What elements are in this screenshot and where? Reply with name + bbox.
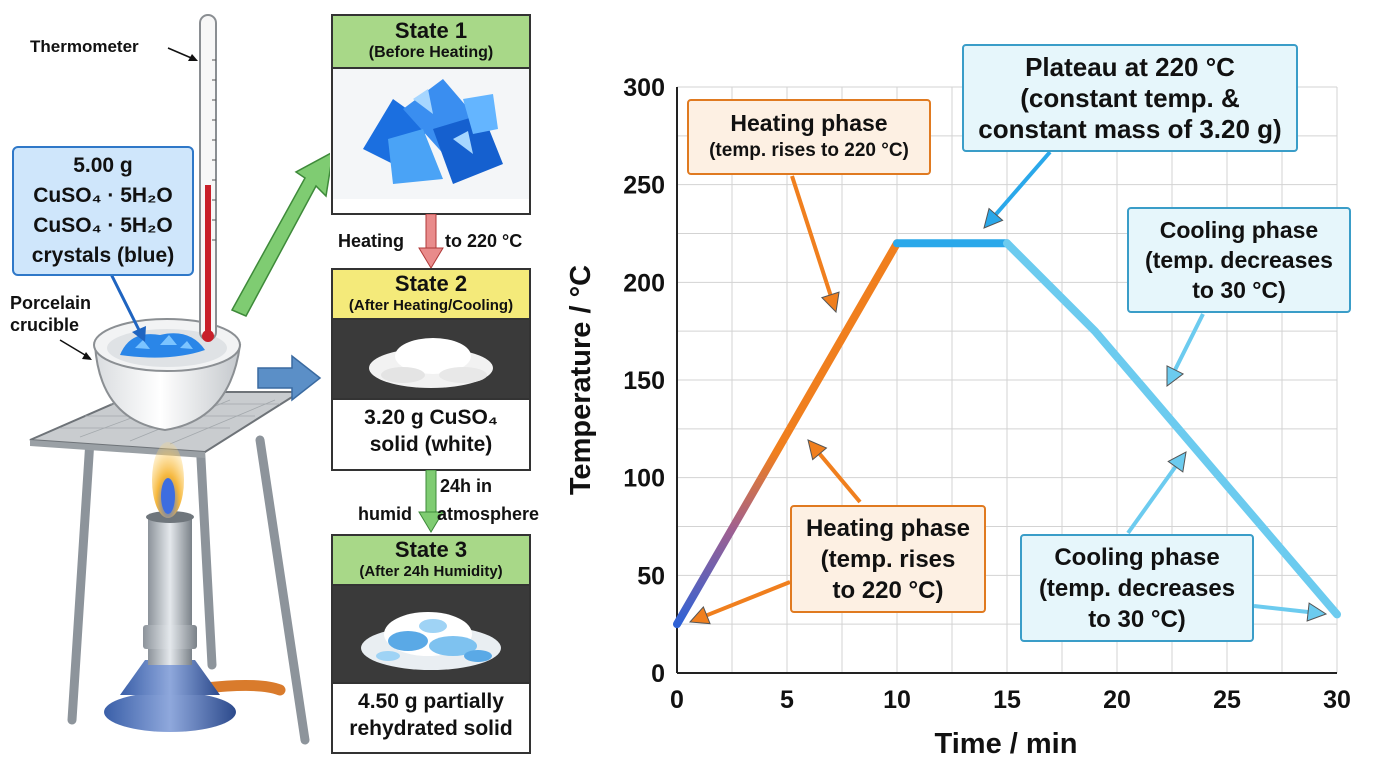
plateau-arrow [983, 150, 1052, 229]
sample-pointer [108, 271, 142, 333]
callout-heating-bottom-line1: Heating phase [805, 514, 971, 542]
heating-target-label: to 220 °C [445, 231, 523, 251]
rehydrated-powder-image [333, 586, 529, 684]
cooling-bottom-arrow-right [1253, 602, 1328, 622]
state-1-header: State 1 (Before Heating) [333, 16, 529, 69]
state-2-footer-line1: 3.20 g CuSO₄ [364, 406, 498, 429]
heating-line [673, 239, 901, 629]
state-2-footer-line2: solid (white) [369, 433, 493, 456]
callout-heating-top-line2: (temp. rises to 220 °C) [709, 140, 909, 161]
blue-crystals-image [333, 69, 529, 199]
callout-heating-bottom: Heating phase (temp. rises to 220 °C) [790, 505, 986, 613]
x-tick-label: 5 [780, 686, 794, 714]
y-tick-label: 100 [623, 465, 665, 493]
state-2-header: State 2 (After Heating/Cooling) [333, 270, 529, 320]
x-tick-label: 25 [1213, 686, 1241, 714]
y-axis-label: Temperature / °C [565, 265, 597, 495]
y-tick-label: 150 [623, 367, 665, 395]
callout-cooling-right-line3: to 30 °C) [1192, 277, 1286, 303]
x-tick-label: 0 [670, 686, 684, 714]
sample-formula-1: CuSO₄ · 5H₂O [33, 184, 173, 207]
x-tick-label: 30 [1323, 686, 1351, 714]
crucible-label-line2: crucible [10, 315, 80, 335]
white-powder-image [333, 320, 529, 400]
x-tick-label: 10 [883, 686, 911, 714]
to-state1-arrow [230, 152, 330, 317]
state-3-header: State 3 (After 24h Humidity) [333, 536, 529, 586]
state-2-subtitle: (After Heating/Cooling) [348, 297, 514, 314]
bunsen-burner [104, 442, 286, 732]
tripod-stand [67, 435, 310, 745]
heating-top-arrow [790, 175, 840, 314]
callout-heating-bottom-line2: (temp. rises [820, 545, 956, 573]
heating-arrow [418, 214, 444, 269]
cooling-right-arrow [1166, 313, 1205, 387]
heating-bottom-arrow-up [807, 439, 862, 504]
callout-plateau-line3: constant mass of 3.20 g) [978, 113, 1282, 144]
y-tick-label: 250 [623, 172, 665, 200]
callout-cooling-right-line2: (temp. decreases [1145, 247, 1333, 273]
state-1-subtitle: (Before Heating) [368, 44, 494, 61]
sample-description: crystals (blue) [31, 244, 175, 267]
cooling-bottom-arrow-up [1126, 451, 1187, 535]
y-tick-label: 300 [623, 74, 665, 102]
state-3-footer: 4.50 g partially rehydrated solid [333, 684, 529, 746]
heating-label: Heating [338, 231, 405, 251]
callout-plateau-line1: Plateau at 220 °C [1025, 51, 1235, 82]
callout-cooling-bottom-line3: to 30 °C) [1088, 605, 1186, 633]
thermometer [199, 14, 217, 342]
callout-plateau-line2: (constant temp. & [1020, 82, 1240, 113]
chart-series [673, 239, 1341, 629]
callout-heating-top: Heating phase (temp. rises to 220 °C) [687, 99, 931, 175]
state-3-footer-line1: 4.50 g partially [358, 690, 504, 713]
thermometer-label: Thermometer [30, 37, 139, 56]
state-1-title: State 1 [394, 18, 468, 43]
callout-cooling-bottom-line2: (temp. decreases [1038, 574, 1236, 602]
humidity-arrow [418, 470, 444, 533]
callout-cooling-bottom-line1: Cooling phase [1054, 543, 1220, 571]
humidity-label-b: atmosphere [437, 504, 540, 524]
state-2-card: State 2 (After Heating/Cooling) 3.20 g C… [331, 268, 531, 471]
crucible-label: Porcelain crucible [10, 292, 91, 336]
state-3-card: State 3 (After 24h Humidity) 4.50 g part… [331, 534, 531, 754]
sample-info-box: 5.00 g CuSO₄ · 5H₂O CuSO₄ · 5H₂O crystal… [12, 146, 194, 276]
heating-bottom-arrow-down [688, 580, 791, 625]
state-3-title: State 3 [394, 537, 468, 562]
apparatus-illustration [29, 14, 330, 745]
state-2-footer: 3.20 g CuSO₄ solid (white) [333, 400, 529, 462]
y-tick-label: 50 [637, 562, 665, 590]
sample-mass: 5.00 g [73, 154, 133, 177]
sample-formula-2: CuSO₄ · 5H₂O [33, 214, 173, 237]
callout-cooling-bottom: Cooling phase (temp. decreases to 30 °C) [1020, 534, 1254, 642]
x-axis-label: Time / min [935, 728, 1078, 760]
state-3-footer-line2: rehydrated solid [349, 717, 513, 740]
callout-heating-top-line1: Heating phase [730, 110, 888, 136]
callout-cooling-right-line1: Cooling phase [1159, 217, 1319, 243]
cooling-line [1003, 239, 1341, 619]
state-2-title: State 2 [394, 271, 468, 296]
y-tick-label: 200 [623, 269, 665, 297]
callout-arrows [688, 150, 1328, 625]
callout-plateau: Plateau at 220 °C (constant temp. & cons… [962, 44, 1298, 152]
x-tick-label: 15 [993, 686, 1021, 714]
callout-heating-bottom-line3: to 220 °C) [832, 576, 944, 604]
state-3-subtitle: (After 24h Humidity) [359, 563, 503, 580]
to-state2-arrow [257, 354, 322, 402]
humidity-label-a: humid [358, 504, 412, 524]
callout-cooling-right: Cooling phase (temp. decreases to 30 °C) [1127, 207, 1351, 313]
state-1-card: State 1 (Before Heating) [331, 14, 531, 215]
humidity-duration-label: 24h in [440, 476, 493, 496]
x-tick-label: 20 [1103, 686, 1131, 714]
crucible-label-line1: Porcelain [10, 293, 92, 313]
y-tick-label: 0 [651, 660, 665, 688]
